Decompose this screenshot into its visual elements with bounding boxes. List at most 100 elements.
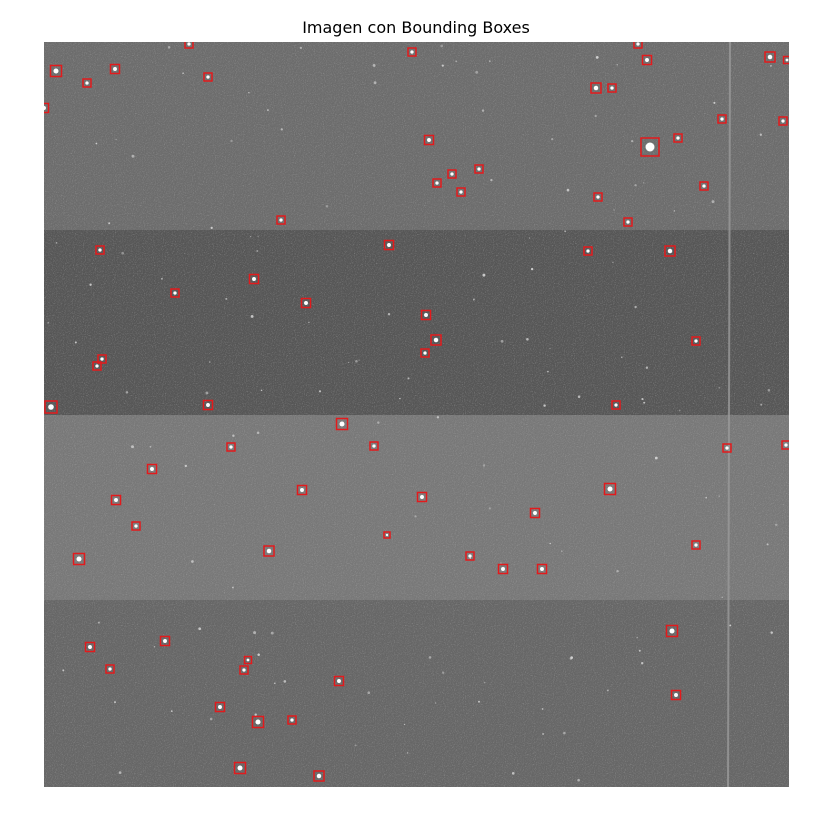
star [113,67,117,71]
faint-star [488,60,491,63]
bounding-box [665,624,679,638]
faint-star [257,653,260,656]
faint-star [308,321,310,324]
star [610,86,614,90]
faint-star [551,137,554,141]
star [785,58,789,62]
bounding-box [82,78,92,88]
faint-star [560,550,563,553]
bounding-box [447,169,457,179]
faint-star [325,204,329,208]
faint-star [191,560,194,563]
band-3 [44,415,789,600]
star [290,718,294,722]
faint-star [711,200,715,204]
bounding-box [226,442,236,452]
faint-star [149,445,152,448]
bounding-box [84,641,96,653]
star [206,75,210,79]
faint-star [636,636,639,639]
band-2 [44,230,789,415]
faint-star [74,341,77,344]
faint-star [441,671,445,674]
bounding-box [633,42,643,49]
bounding-box [383,239,395,251]
faint-star [511,771,515,775]
faint-star [131,154,135,158]
star [767,54,773,60]
faint-star [406,752,409,754]
faint-star [97,621,100,624]
faint-star [718,387,720,389]
star [614,403,618,407]
faint-star [167,46,171,49]
star [607,486,613,492]
faint-star [718,495,720,497]
bounding-box [430,334,442,346]
bounding-box [778,116,788,126]
faint-star [481,109,485,112]
faint-star [108,222,111,225]
star [114,498,118,502]
faint-star [770,631,773,634]
star [98,248,102,252]
bounding-box [369,441,379,451]
star [88,645,92,649]
bounding-box [603,482,617,496]
star [725,446,729,450]
faint-star [95,142,98,145]
faint-star [488,507,491,510]
bounding-box [640,137,660,157]
bounding-box [233,761,247,775]
bounding-box [214,701,226,713]
faint-star [372,63,376,67]
bounding-box [184,42,194,49]
faint-star [775,523,778,526]
faint-star [114,701,116,704]
faint-star [594,114,597,118]
star [387,243,391,247]
faint-star [490,178,493,182]
star [163,639,167,643]
faint-star [482,464,486,467]
faint-star [377,421,380,424]
bounding-box [97,354,107,364]
faint-star [273,682,276,685]
bounding-box [583,246,593,256]
bounding-box [131,521,141,531]
bounding-box [607,83,617,93]
bounding-box [202,399,214,411]
star [694,339,698,343]
star [44,106,46,110]
star [410,50,414,54]
bounding-box [699,181,709,191]
bounding-box [623,217,633,227]
faint-star [254,713,257,716]
faint-star [250,314,254,318]
faint-star [634,184,637,187]
bounding-box [300,297,312,309]
vertical-streak [727,42,731,787]
faint-star [407,377,410,380]
faint-star [641,398,644,401]
faint-star [642,182,645,184]
star [206,403,210,407]
faint-star [232,586,234,589]
faint-star [266,109,269,112]
star [427,138,431,142]
star [304,301,308,305]
faint-star [373,81,377,85]
star [435,181,439,185]
faint-star [170,710,173,712]
star [781,119,785,123]
bounding-box [72,552,86,566]
star [279,218,283,222]
bounding-box [276,215,286,225]
faint-star [55,242,58,244]
faint-star [256,250,259,252]
faint-star [577,778,580,782]
star [372,444,376,448]
bounding-box [764,51,776,63]
bounding-box [44,400,58,414]
bounding-box [251,715,265,729]
